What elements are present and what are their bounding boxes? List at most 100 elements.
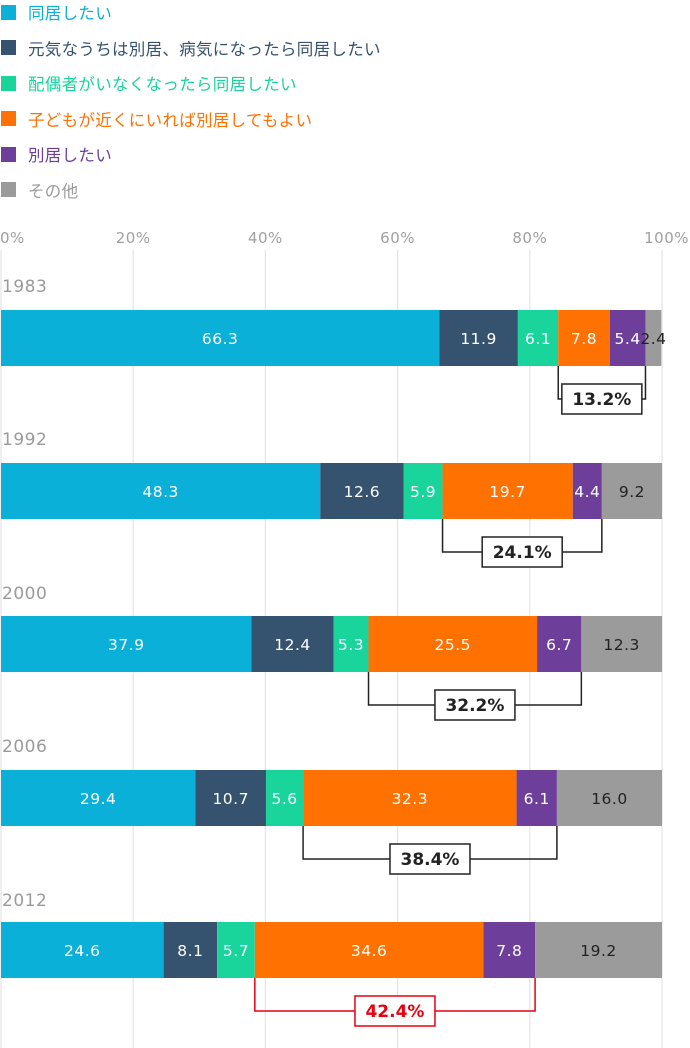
bar-segment [609, 310, 646, 366]
bar-segment [403, 463, 443, 519]
bar-segment [251, 616, 334, 672]
data-label: 5.4 [615, 330, 641, 348]
legend-label: 元気なうちは別居、病気になったら同居したい [28, 39, 381, 59]
bar-segment [483, 922, 536, 978]
data-label: 9.2 [619, 483, 645, 501]
legend-item: 子どもが近くにいれば別居してもよい [0, 107, 312, 131]
annotation-label: 32.2% [445, 696, 504, 716]
data-label: 11.9 [460, 330, 497, 348]
legend-swatch [1, 40, 16, 55]
data-label: 7.8 [571, 330, 597, 348]
bar-segment [1, 616, 252, 672]
legend-swatch [1, 111, 16, 126]
bar-segment [333, 616, 369, 672]
annotation-label: 42.4% [365, 1002, 424, 1022]
legend-label: 子どもが近くにいれば別居してもよい [28, 110, 313, 130]
legend-item: 同居したい [0, 0, 112, 24]
annotation-label: 38.4% [400, 850, 459, 870]
bar-segment [442, 463, 573, 519]
bar-segment [217, 922, 255, 978]
legend-swatch [1, 182, 16, 197]
bar-segment [556, 770, 662, 826]
data-label: 48.3 [142, 483, 179, 501]
data-label: 6.7 [546, 636, 572, 654]
bar-segment [368, 616, 538, 672]
x-tick-label: 0% [0, 229, 25, 247]
annotation-box [389, 843, 471, 875]
legend-label: 配偶者がいなくなったら同居したい [28, 75, 297, 94]
legend-swatch [1, 4, 16, 20]
data-label: 2.4 [640, 330, 666, 348]
data-label: 32.3 [392, 790, 429, 808]
data-label: 8.1 [177, 942, 203, 960]
data-label: 12.3 [603, 636, 640, 654]
bar-segment [303, 770, 517, 826]
bar-segment [601, 463, 662, 519]
bar-segment [1, 922, 164, 978]
data-label: 24.6 [64, 942, 101, 960]
bar-segment [163, 922, 218, 978]
legend-label: 同居したい [28, 4, 112, 23]
x-tick-label: 80% [512, 229, 547, 247]
data-label: 12.6 [344, 483, 381, 501]
data-label: 19.2 [580, 942, 617, 960]
x-tick-label: 100% [644, 229, 689, 247]
legend-swatch [1, 146, 16, 162]
data-label: 29.4 [80, 790, 117, 808]
annotation-box [561, 383, 643, 415]
legend-item: その他 [0, 178, 78, 202]
bar-segment [645, 310, 662, 366]
category-label: 2012 [2, 891, 47, 911]
bar-segment [581, 616, 662, 672]
category-label: 1992 [2, 430, 47, 450]
bar-segment [535, 922, 662, 978]
annotation-box [481, 536, 563, 568]
legend-label: その他 [28, 181, 79, 201]
bar-segment [195, 770, 267, 826]
data-label: 25.5 [435, 636, 472, 654]
data-label: 16.0 [591, 790, 628, 808]
annotation-label: 13.2% [572, 390, 631, 410]
legend-item: 元気なうちは別居、病気になったら同居したい [0, 36, 381, 60]
bar-segment [1, 310, 440, 366]
data-label: 34.6 [351, 942, 388, 960]
legend-label: 別居したい [28, 146, 112, 165]
bar-segment [320, 463, 404, 519]
bar-segment [1, 463, 321, 519]
legend-item: 配偶者がいなくなったら同居したい [0, 71, 297, 95]
category-label: 2006 [2, 737, 47, 757]
data-label: 4.4 [574, 483, 600, 501]
bar-segment [517, 310, 559, 366]
bar-segment [254, 922, 484, 978]
bar-segment [558, 310, 610, 366]
data-label: 66.3 [202, 330, 239, 348]
bar-segment [439, 310, 518, 366]
data-label: 19.7 [489, 483, 526, 501]
data-label: 5.3 [338, 636, 364, 654]
data-label: 37.9 [108, 636, 145, 654]
annotation-box [434, 689, 516, 721]
bar-segment [537, 616, 582, 672]
legend-item: 別居したい [0, 142, 112, 166]
annotation-box [354, 995, 436, 1027]
category-label: 2000 [2, 584, 47, 604]
x-tick-label: 60% [380, 229, 415, 247]
x-tick-label: 20% [116, 229, 151, 247]
x-tick-label: 40% [248, 229, 283, 247]
bar-segment [266, 770, 304, 826]
data-label: 12.4 [274, 636, 311, 654]
data-label: 5.7 [223, 942, 249, 960]
bar-segment [1, 770, 196, 826]
data-label: 5.6 [271, 790, 297, 808]
data-label: 5.9 [410, 483, 436, 501]
legend-swatch [1, 75, 16, 91]
data-label: 7.8 [496, 942, 522, 960]
bar-segment [516, 770, 557, 826]
data-label: 10.7 [212, 790, 249, 808]
bar-segment [572, 463, 602, 519]
data-label: 6.1 [525, 330, 551, 348]
data-label: 6.1 [524, 790, 550, 808]
category-label: 1983 [2, 277, 47, 297]
annotation-label: 24.1% [493, 543, 552, 563]
